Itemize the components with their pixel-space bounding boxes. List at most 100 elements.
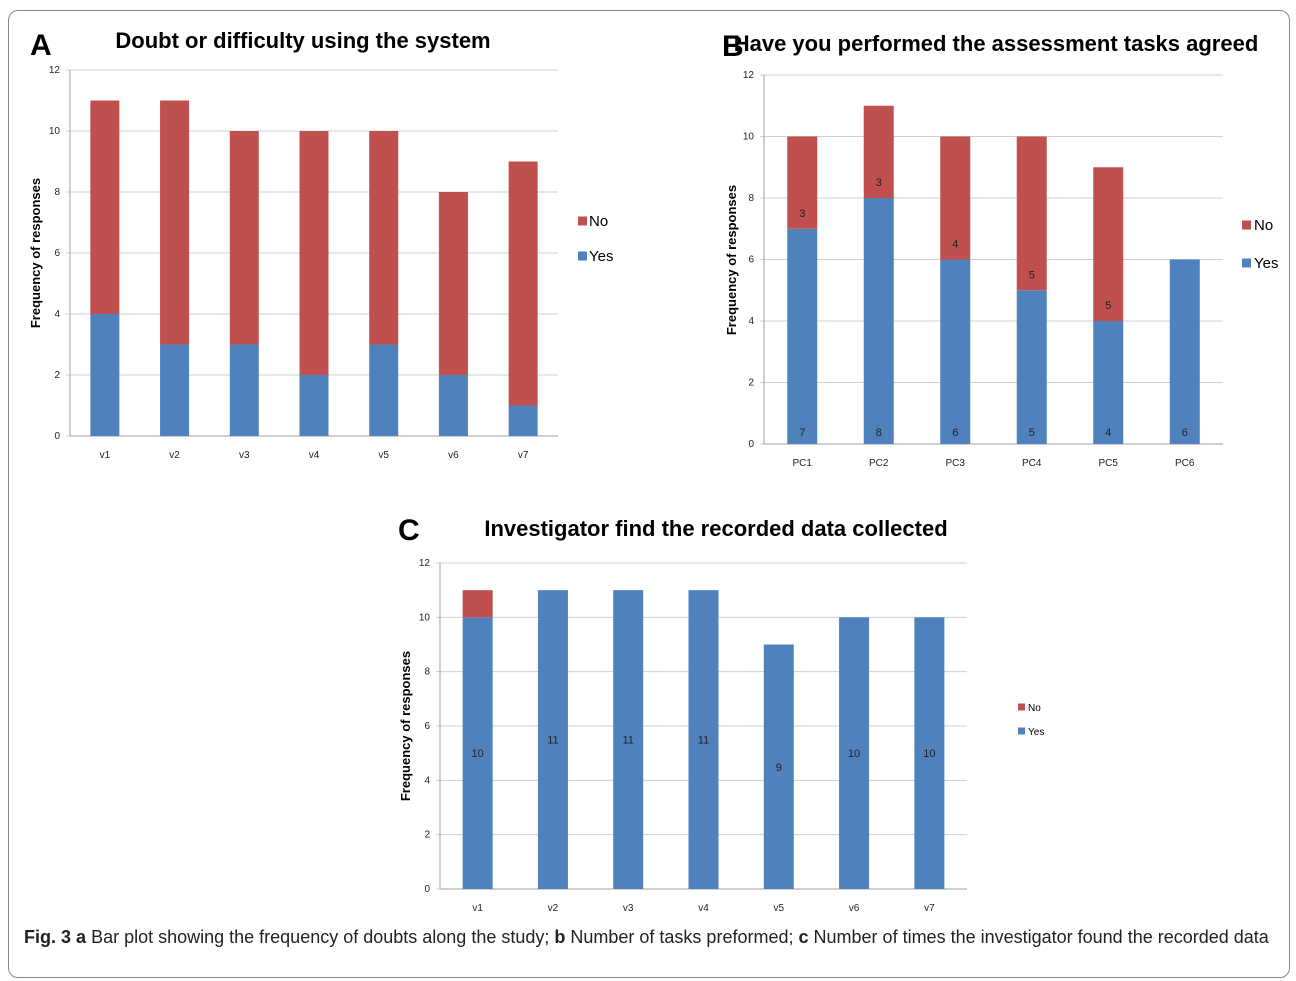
x-tick-label: v1	[100, 450, 111, 461]
bar-yes-pc3	[940, 259, 971, 444]
data-label: 6	[952, 427, 958, 439]
bar-no-v4	[299, 131, 329, 375]
data-label: 11	[623, 735, 634, 747]
bar-yes-pc5	[1093, 321, 1124, 444]
bar-no-v1	[462, 590, 493, 618]
x-tick-label: v4	[698, 903, 709, 914]
x-tick-label: v3	[623, 903, 634, 914]
y-tick-label: 0	[54, 431, 60, 442]
x-tick-label: PC2	[869, 458, 889, 469]
chart-title: Doubt or difficulty using the system	[115, 28, 490, 53]
bar-no-pc5	[1093, 167, 1124, 321]
data-label: 10	[848, 748, 860, 760]
y-tick-label: 6	[54, 248, 60, 259]
data-label: 8	[876, 427, 882, 439]
legend-label-no: No	[1028, 703, 1041, 714]
y-tick-label: 4	[748, 316, 754, 327]
bar-yes-v7	[508, 405, 538, 436]
bar-no-v3	[229, 131, 259, 345]
bar-yes-v7	[914, 617, 945, 889]
panel-letter: B	[722, 30, 744, 63]
x-tick-label: v1	[472, 903, 483, 914]
x-tick-label: v3	[239, 450, 250, 461]
data-label: 3	[799, 208, 805, 220]
legend-label-yes: Yes	[1028, 727, 1044, 738]
bar-yes-pc2	[863, 198, 894, 444]
y-tick-label: 4	[54, 309, 60, 320]
y-tick-label: 2	[748, 378, 754, 389]
bar-yes-pc4	[1016, 290, 1047, 444]
data-label: 6	[1182, 427, 1188, 439]
y-tick-label: 10	[49, 126, 61, 137]
legend-swatch-no	[1242, 220, 1251, 230]
caption-a-letter: a	[76, 927, 87, 947]
y-axis-label: Frequency of responses	[398, 651, 413, 801]
bar-no-v6	[438, 192, 468, 375]
caption-c-letter: c	[798, 927, 809, 947]
x-tick-label: v2	[548, 903, 559, 914]
y-axis-label: Frequency of responses	[724, 185, 739, 335]
bar-no-v5	[369, 131, 399, 345]
legend-label-no: No	[589, 213, 608, 230]
data-label: 10	[923, 748, 935, 760]
data-label: 4	[952, 239, 958, 251]
legend-label-yes: Yes	[589, 248, 613, 265]
bar-yes-v1	[462, 617, 493, 889]
legend-swatch-yes	[1018, 727, 1025, 735]
y-tick-label: 2	[54, 370, 60, 381]
bar-yes-v3	[613, 590, 644, 889]
y-tick-label: 2	[424, 830, 430, 841]
legend-label-no: No	[1254, 217, 1273, 234]
bar-no-pc1	[787, 136, 818, 229]
y-tick-label: 12	[419, 558, 431, 569]
y-tick-label: 10	[743, 132, 755, 143]
x-tick-label: v6	[448, 450, 459, 461]
figure-frame	[8, 10, 1290, 978]
y-tick-label: 8	[424, 667, 430, 678]
x-tick-label: PC4	[1022, 458, 1042, 469]
caption-a-text: Bar plot showing the frequency of doubts…	[91, 927, 550, 947]
y-tick-label: 6	[748, 255, 754, 266]
panel-letter: A	[30, 29, 52, 62]
legend-label-yes: Yes	[1254, 255, 1278, 272]
chart-c: C Investigator find the recorded data col…	[398, 514, 1044, 914]
data-label: 5	[1029, 269, 1035, 281]
bar-yes-v1	[90, 314, 120, 436]
bar-yes-v5	[369, 344, 399, 436]
chart-title: Investigator find the recorded data coll…	[484, 516, 947, 541]
data-label: 11	[698, 735, 709, 747]
legend-swatch-no	[1018, 703, 1025, 711]
y-tick-label: 4	[424, 775, 430, 786]
bar-yes-v3	[229, 344, 259, 436]
caption-b-text: Number of tasks preformed;	[570, 927, 794, 947]
data-label: 9	[776, 762, 782, 774]
bar-yes-v2	[160, 344, 190, 436]
y-tick-label: 8	[748, 193, 754, 204]
bar-yes-pc6	[1169, 259, 1200, 444]
chart-title: Have you performed the assessment tasks …	[734, 31, 1259, 56]
caption-fig-label: Fig. 3	[24, 927, 72, 947]
y-tick-label: 0	[424, 884, 430, 895]
figure-caption: Fig. 3 a Bar plot showing the frequency …	[24, 924, 1274, 950]
bar-no-pc2	[863, 105, 894, 198]
legend-swatch-yes	[578, 251, 587, 261]
data-label: 4	[1105, 427, 1111, 439]
bar-yes-v6	[438, 375, 468, 436]
x-tick-label: v7	[924, 903, 935, 914]
x-tick-label: v7	[518, 450, 529, 461]
data-label: 5	[1029, 427, 1035, 439]
y-tick-label: 6	[424, 721, 430, 732]
data-label: 10	[472, 748, 484, 760]
x-tick-label: v4	[309, 450, 320, 461]
x-tick-label: v6	[849, 903, 860, 914]
bar-yes-v5	[763, 644, 794, 889]
y-tick-label: 10	[419, 612, 431, 623]
y-tick-label: 0	[748, 439, 754, 450]
legend-swatch-yes	[1242, 258, 1251, 268]
x-tick-label: v5	[378, 450, 389, 461]
panel-letter: C	[398, 514, 420, 547]
data-label: 7	[799, 427, 805, 439]
y-tick-label: 12	[49, 65, 61, 76]
x-tick-label: PC1	[793, 458, 813, 469]
